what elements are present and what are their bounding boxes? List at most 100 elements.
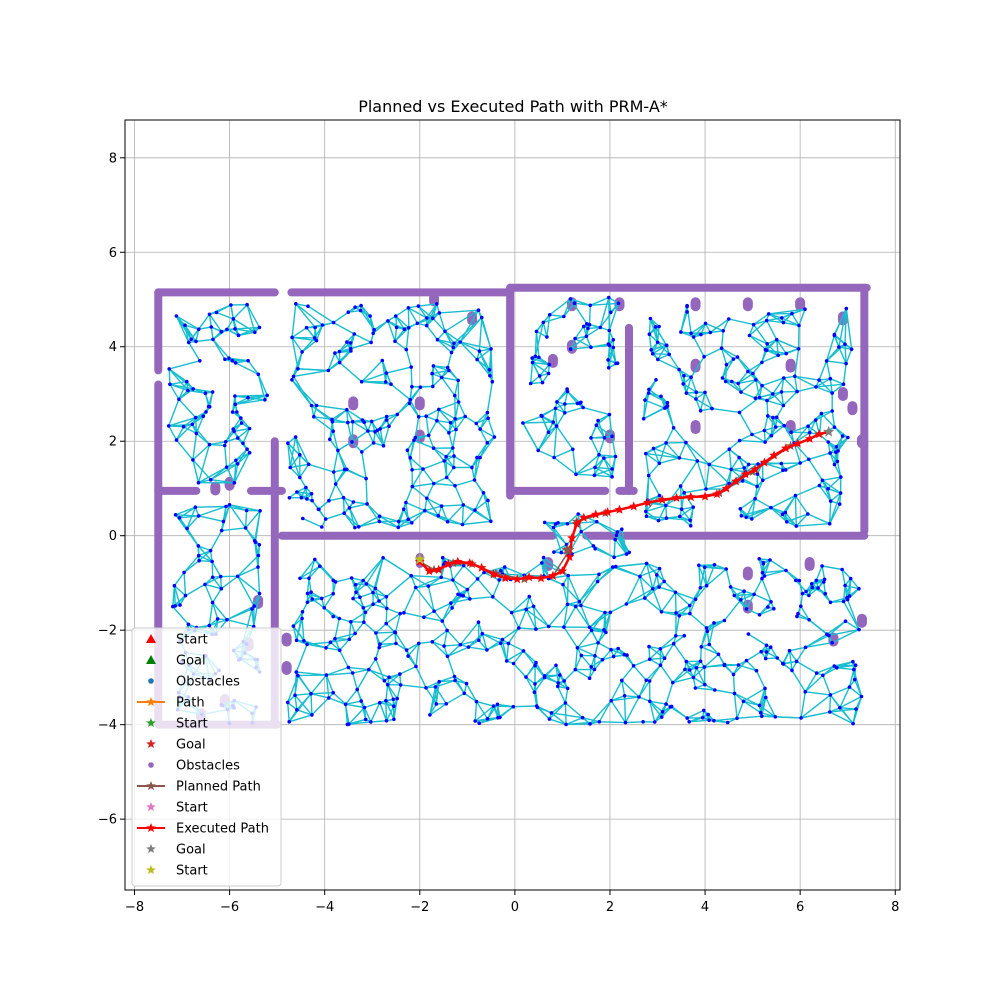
roadmap-edge	[313, 405, 318, 417]
roadmap-node	[247, 426, 252, 431]
roadmap-edge	[204, 575, 222, 586]
roadmap-node	[594, 519, 599, 524]
roadmap-node	[209, 325, 214, 329]
roadmap-edge	[385, 575, 412, 598]
roadmap-node	[755, 472, 760, 476]
y-tick-label: 8	[109, 151, 117, 166]
roadmap-edge	[361, 442, 375, 453]
roadmap-node	[614, 564, 618, 569]
roadmap-edge	[459, 341, 478, 361]
roadmap-node	[286, 441, 290, 446]
roadmap-node	[233, 361, 238, 365]
roadmap-edge	[415, 643, 420, 667]
roadmap-node	[667, 352, 671, 357]
roadmap-edge	[770, 425, 785, 437]
roadmap-node	[593, 654, 597, 658]
roadmap-node	[437, 679, 442, 684]
roadmap-node	[758, 710, 763, 715]
roadmap-node	[166, 424, 171, 428]
roadmap-edge	[345, 703, 365, 709]
roadmap-edge	[596, 521, 617, 536]
roadmap-edge	[394, 632, 408, 651]
roadmap-edge	[344, 704, 349, 725]
roadmap-edge	[411, 510, 426, 524]
roadmap-node	[596, 641, 600, 645]
roadmap-edge	[532, 361, 550, 366]
roadmap-node	[449, 601, 453, 605]
roadmap-edge	[444, 644, 461, 647]
roadmap-node	[458, 340, 463, 344]
roadmap-node	[392, 704, 396, 708]
roadmap-edge	[308, 578, 312, 593]
roadmap-edge	[313, 416, 333, 421]
roadmap-edge	[294, 672, 297, 696]
roadmap-edge	[331, 418, 348, 424]
roadmap-edge	[481, 633, 488, 651]
roadmap-node	[230, 410, 235, 414]
roadmap-node	[402, 507, 406, 512]
roadmap-node	[445, 654, 450, 659]
roadmap-node	[727, 317, 731, 321]
roadmap-node	[177, 516, 182, 520]
roadmap-node	[383, 380, 388, 384]
roadmap-edge	[198, 550, 212, 562]
roadmap-node	[542, 675, 547, 680]
roadmap-edge	[325, 512, 345, 520]
roadmap-edge	[209, 619, 228, 627]
roadmap-edge	[363, 621, 377, 634]
roadmap-node	[799, 604, 803, 608]
roadmap-edge	[772, 393, 784, 406]
roadmap-edge	[766, 317, 782, 322]
roadmap-node	[365, 502, 369, 506]
roadmap-edge	[845, 348, 853, 364]
roadmap-node	[328, 640, 333, 644]
roadmap-edge	[438, 515, 463, 526]
roadmap-edge	[728, 469, 732, 484]
roadmap-node	[407, 326, 411, 330]
roadmap-node	[287, 496, 292, 500]
roadmap-node	[309, 590, 313, 594]
roadmap-node	[475, 455, 479, 460]
roadmap-node	[844, 361, 848, 366]
roadmap-node	[542, 520, 547, 525]
y-tick-label: 4	[109, 340, 117, 355]
roadmap-edge	[447, 504, 464, 523]
roadmap-node	[190, 422, 195, 427]
roadmap-node	[309, 691, 313, 696]
roadmap-node	[643, 398, 647, 402]
roadmap-edge	[704, 683, 716, 691]
roadmap-edge	[523, 562, 543, 576]
x-tick-label: −4	[315, 900, 334, 915]
roadmap-node	[682, 633, 687, 638]
roadmap-node	[852, 677, 857, 682]
roadmap-node	[579, 653, 584, 658]
roadmap-node	[838, 491, 843, 495]
roadmap-edge	[733, 595, 748, 610]
roadmap-node	[183, 323, 187, 328]
roadmap-node	[724, 362, 729, 367]
roadmap-edge	[359, 591, 374, 598]
roadmap-node	[343, 702, 348, 707]
roadmap-node	[367, 667, 371, 672]
roadmap-node	[764, 695, 768, 700]
roadmap-node	[687, 720, 691, 724]
roadmap-node	[822, 580, 826, 584]
roadmap-node	[622, 694, 627, 698]
roadmap-node	[728, 585, 733, 589]
legend-label: Start	[176, 717, 208, 732]
legend-box	[131, 627, 282, 887]
roadmap-edge	[321, 593, 334, 600]
roadmap-node	[782, 376, 786, 380]
roadmap-edge	[564, 688, 569, 704]
roadmap-edge	[511, 612, 520, 629]
roadmap-edge	[741, 507, 772, 517]
roadmap-edge	[672, 676, 694, 684]
roadmap-edge	[368, 658, 377, 670]
roadmap-edge	[328, 483, 337, 501]
legend-star-icon	[146, 739, 156, 748]
roadmap-node	[404, 648, 409, 652]
roadmap-edge	[751, 507, 772, 520]
roadmap-edge	[772, 377, 785, 395]
roadmap-edge	[829, 694, 854, 725]
roadmap-node	[624, 602, 629, 606]
